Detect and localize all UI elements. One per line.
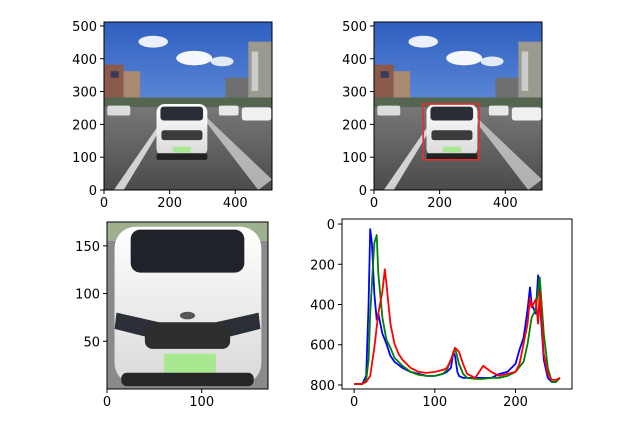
bounding-box	[422, 103, 480, 161]
histogram-panel	[341, 218, 573, 390]
x-tick-label: 400	[493, 196, 518, 211]
x-tick-label: 400	[223, 196, 248, 211]
y-tick-label: 200	[72, 118, 97, 133]
x-tick-label: 0	[100, 196, 108, 211]
y-tick-label: 200	[342, 118, 367, 133]
y-tick-label: 300	[72, 86, 97, 101]
x-tick-label: 100	[189, 395, 214, 410]
y-tick-label: 400	[310, 299, 335, 314]
y-tick-label: 50	[83, 335, 100, 350]
image-panel-original	[103, 21, 273, 191]
y-tick-label: 0	[327, 218, 335, 233]
y-tick-label: 100	[72, 151, 97, 166]
image-panel-crop	[106, 221, 269, 390]
y-tick-label: 400	[72, 53, 97, 68]
y-tick-label: 400	[342, 53, 367, 68]
y-tick-label: 500	[342, 20, 367, 35]
y-tick-label: 100	[75, 288, 100, 303]
y-tick-label: 0	[89, 184, 97, 199]
y-tick-label: 200	[310, 258, 335, 273]
y-tick-label: 0	[359, 184, 367, 199]
x-tick-label: 200	[157, 196, 182, 211]
y-tick-label: 100	[342, 151, 367, 166]
x-tick-label: 0	[350, 395, 358, 410]
histogram-line-3	[354, 268, 561, 385]
x-tick-label: 200	[427, 196, 452, 211]
x-tick-label: 0	[103, 395, 111, 410]
x-tick-label: 200	[503, 395, 528, 410]
y-tick-label: 800	[310, 379, 335, 394]
x-tick-label: 100	[422, 395, 447, 410]
y-tick-label: 600	[310, 339, 335, 354]
histogram-line-1	[354, 228, 561, 385]
x-tick-label: 0	[370, 196, 378, 211]
image-panel-detection	[373, 21, 543, 191]
y-tick-label: 500	[72, 20, 97, 35]
y-tick-label: 150	[75, 240, 100, 255]
histogram-series	[354, 228, 561, 385]
y-tick-label: 300	[342, 86, 367, 101]
